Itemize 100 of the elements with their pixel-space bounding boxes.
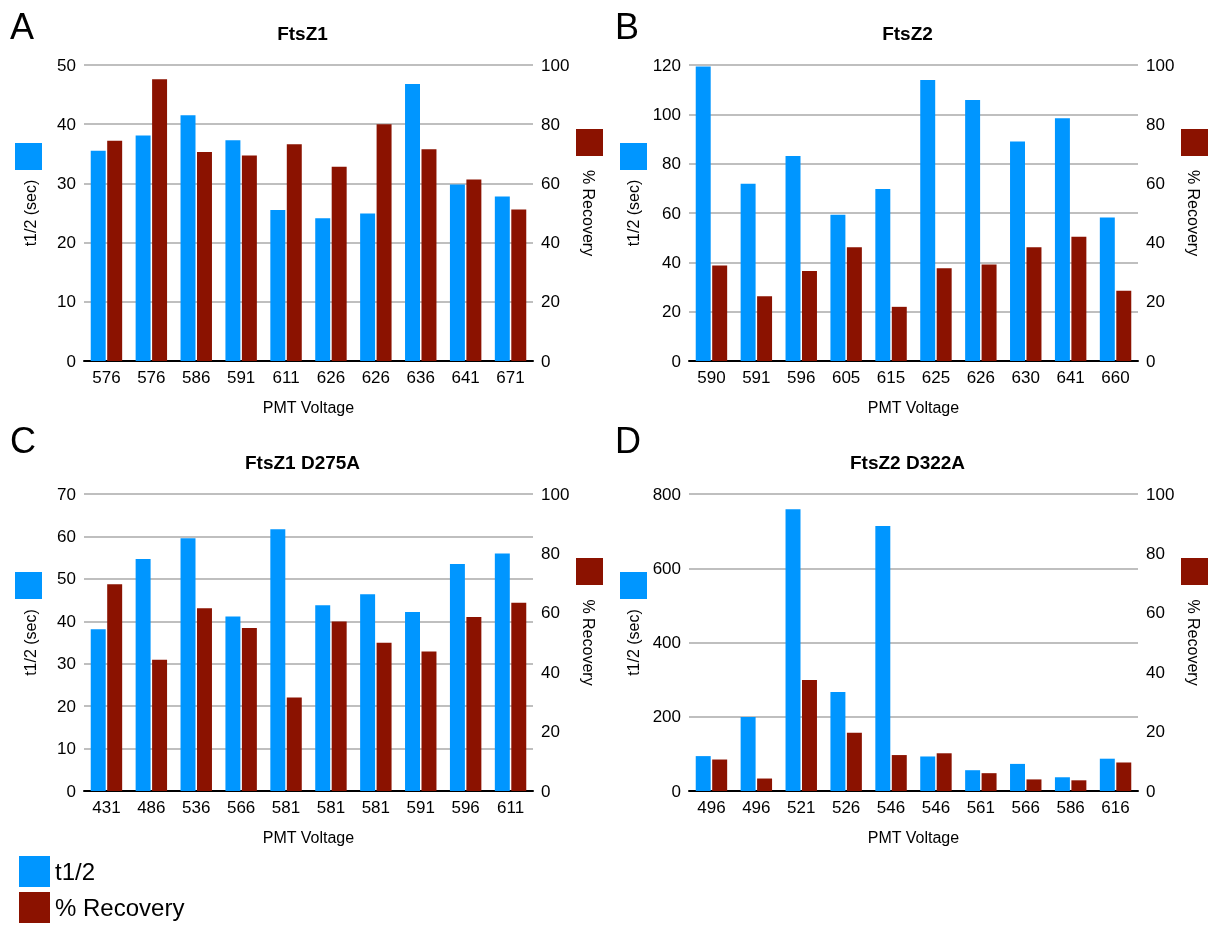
y2-axis-title: % Recovery (1184, 169, 1202, 257)
x-tick-label: 576 (137, 368, 166, 387)
x-tick-label: 611 (272, 368, 300, 387)
y2-tick-label: 80 (541, 543, 560, 563)
y-tick-label: 40 (57, 611, 76, 631)
bar (1099, 217, 1115, 361)
x-tick-label: 586 (1056, 798, 1085, 817)
chart-title: FtsZ1 (277, 23, 329, 44)
y-tick-label: 10 (57, 292, 76, 312)
x-tick-label: 591 (742, 368, 771, 387)
y2-tick-label: 20 (1146, 292, 1165, 312)
x-tick-label: 581 (361, 798, 391, 817)
bar (965, 100, 981, 361)
text: B (615, 5, 640, 47)
x-axis-title: PMT Voltage (867, 828, 960, 846)
x-tick-label: 605 (831, 368, 861, 387)
y-tick-label: 30 (57, 173, 76, 193)
bar (875, 525, 891, 791)
y-tick-label: 100 (652, 104, 681, 124)
x-tick-label: 496 (742, 798, 771, 817)
y-tick-label: 50 (57, 569, 76, 589)
y2-tick-label: 20 (541, 722, 560, 742)
x-tick-label: 591 (406, 798, 435, 817)
y-axis-title: t1/2 (sec) (625, 179, 643, 247)
x-tick-label: 626 (966, 368, 996, 387)
x-tick-label: 611 (497, 798, 525, 817)
y2-tick-label: 20 (1146, 722, 1165, 742)
y-tick-label: 0 (66, 781, 76, 801)
x-tick-label: 586 (182, 368, 211, 387)
x-tick-label: 636 (406, 368, 435, 387)
x-tick-label: 626 (361, 368, 391, 387)
x-tick-label: 616 (1101, 798, 1130, 817)
x-tick-label: 671 (496, 368, 525, 387)
y-axis-title: t1/2 (sec) (625, 609, 643, 676)
x-tick-label: 546 (876, 798, 906, 817)
x-tick-label: 591 (226, 368, 256, 387)
y2-tick-label: 0 (1146, 351, 1156, 371)
y2-tick-label: 100 (1146, 55, 1175, 75)
x-tick-label: 486 (137, 798, 166, 817)
bar (270, 529, 286, 791)
y2-axis-title: % Recovery (579, 599, 597, 686)
x-tick-label: 615 (876, 368, 906, 387)
y2-tick-label: 40 (1146, 233, 1165, 253)
y-axis-title: t1/2 (sec) (21, 609, 39, 676)
y-tick-label: 20 (57, 696, 76, 716)
bar (740, 717, 756, 791)
bar (712, 265, 728, 361)
y2-tick-label: 0 (541, 781, 551, 801)
y-tick-label: 60 (57, 526, 76, 546)
y-tick-label: 0 (671, 351, 681, 371)
y2-tick-label: 100 (1146, 484, 1175, 504)
y2-axis-title: % Recovery (579, 169, 597, 257)
x-tick-label: 546 (921, 798, 951, 817)
x-tick-label: 641 (1056, 368, 1085, 387)
x-tick-label: 630 (1011, 368, 1040, 387)
x-tick-label: 596 (787, 368, 816, 387)
chart-title: FtsZ2 (882, 23, 933, 44)
y-tick-label: 0 (66, 351, 76, 371)
bar (695, 66, 711, 361)
legend-label: t1/2 (55, 858, 96, 885)
bar (891, 306, 907, 361)
x-axis-title: PMT Voltage (867, 398, 960, 416)
y2-tick-label: 0 (541, 351, 551, 371)
y-tick-label: 60 (662, 203, 681, 223)
y2-tick-label: 80 (541, 114, 560, 134)
y2-tick-label: 60 (1146, 603, 1165, 623)
x-axis-title: PMT Voltage (262, 828, 355, 846)
y2-axis-title: % Recovery (1184, 599, 1202, 686)
y2-tick-label: 100 (541, 55, 570, 75)
y2-tick-label: 40 (541, 662, 560, 682)
x-tick-label: 590 (697, 368, 726, 387)
x-tick-label: 521 (787, 798, 816, 817)
y2-tick-label: 80 (1146, 114, 1165, 134)
bar (920, 80, 936, 361)
x-tick-label: 536 (182, 798, 211, 817)
x-tick-label: 526 (831, 798, 861, 817)
y2-tick-label: 40 (541, 233, 560, 253)
y-tick-label: 20 (662, 302, 681, 322)
x-axis-title: PMT Voltage (262, 398, 355, 416)
y-tick-label: 40 (662, 252, 681, 272)
bar (785, 156, 801, 361)
y-tick-label: 120 (652, 55, 681, 75)
x-tick-label: 566 (1011, 798, 1040, 817)
chart-title: FtsZ2 D322A (849, 452, 966, 473)
x-tick-label: 581 (271, 798, 301, 817)
y-tick-label: 10 (57, 739, 76, 759)
y-tick-label: 30 (57, 654, 76, 674)
text: A (10, 5, 35, 47)
x-tick-label: 626 (316, 368, 346, 387)
x-tick-label: 581 (316, 798, 346, 817)
legend-label: % Recovery (55, 894, 185, 921)
y-tick-label: 800 (652, 484, 681, 504)
y-tick-label: 400 (652, 633, 681, 652)
y2-tick-label: 80 (1146, 543, 1165, 563)
y2-tick-label: 40 (1146, 662, 1165, 682)
y-tick-label: 20 (57, 233, 76, 253)
bar (740, 183, 756, 361)
bar (785, 509, 801, 791)
x-tick-label: 496 (697, 798, 726, 817)
y2-tick-label: 60 (541, 173, 560, 193)
